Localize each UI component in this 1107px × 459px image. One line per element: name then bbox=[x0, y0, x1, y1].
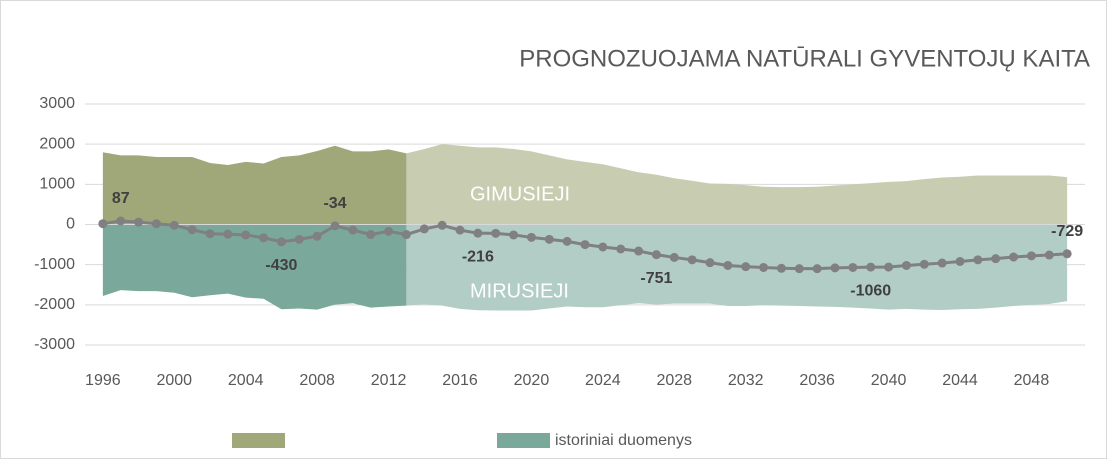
marker bbox=[1062, 249, 1072, 259]
legend-swatch bbox=[232, 433, 285, 448]
area bbox=[406, 144, 1068, 225]
marker bbox=[973, 255, 983, 265]
x-tick-label: 2012 bbox=[371, 372, 407, 389]
marker bbox=[98, 219, 108, 229]
marker bbox=[384, 226, 394, 236]
marker bbox=[794, 264, 804, 274]
x-tick-label: 2048 bbox=[1014, 372, 1050, 389]
y-tick-label: 2000 bbox=[39, 135, 75, 152]
marker bbox=[955, 256, 965, 266]
marker bbox=[687, 255, 697, 265]
marker bbox=[616, 244, 626, 254]
data-label: -216 bbox=[462, 248, 494, 265]
marker bbox=[491, 228, 501, 238]
marker bbox=[705, 258, 715, 268]
marker bbox=[1044, 250, 1054, 260]
marker bbox=[634, 246, 644, 256]
marker bbox=[776, 263, 786, 273]
x-tick-label: 2004 bbox=[228, 372, 264, 389]
marker bbox=[223, 229, 233, 239]
marker bbox=[473, 228, 483, 238]
x-tick-label: 2024 bbox=[585, 372, 621, 389]
marker bbox=[669, 252, 679, 262]
chart-title: PROGNOZUOJAMA NATŪRALI GYVENTOJŲ KAITA bbox=[519, 45, 1090, 72]
marker bbox=[830, 263, 840, 273]
marker bbox=[741, 262, 751, 272]
x-tick-label: 2040 bbox=[871, 372, 907, 389]
x-tick-label: 2016 bbox=[442, 372, 478, 389]
y-tick-label: 1000 bbox=[39, 176, 75, 193]
x-tick-label: 2000 bbox=[156, 372, 192, 389]
marker bbox=[651, 250, 661, 260]
marker bbox=[187, 225, 197, 235]
marker bbox=[919, 259, 929, 269]
marker bbox=[348, 225, 358, 235]
marker bbox=[330, 221, 340, 231]
marker bbox=[1009, 252, 1019, 262]
data-label: -751 bbox=[640, 270, 672, 287]
marker bbox=[401, 230, 411, 240]
marker bbox=[151, 219, 161, 229]
data-label: -34 bbox=[323, 195, 346, 212]
x-tick-label: 2044 bbox=[942, 372, 978, 389]
marker bbox=[116, 216, 126, 226]
y-tick-label: -2000 bbox=[34, 296, 75, 313]
y-tick-label: 0 bbox=[66, 216, 75, 233]
marker bbox=[598, 242, 608, 252]
x-tick-label: 2020 bbox=[514, 372, 550, 389]
marker bbox=[437, 220, 447, 230]
legend-swatch bbox=[497, 433, 550, 448]
marker bbox=[205, 229, 215, 239]
area bbox=[102, 145, 407, 225]
y-tick-label: -1000 bbox=[34, 256, 75, 273]
x-tick-label: 2032 bbox=[728, 372, 764, 389]
marker bbox=[241, 230, 251, 240]
marker bbox=[562, 236, 572, 246]
marker bbox=[366, 230, 376, 240]
marker bbox=[526, 232, 536, 242]
marker bbox=[312, 231, 322, 241]
marker bbox=[1026, 251, 1036, 261]
legend-label: istoriniai duomenys bbox=[555, 432, 692, 449]
marker bbox=[169, 220, 179, 230]
x-tick-label: 1996 bbox=[85, 372, 121, 389]
x-tick-label: 2028 bbox=[656, 372, 692, 389]
marker bbox=[419, 224, 429, 234]
marker bbox=[294, 234, 304, 244]
marker bbox=[991, 254, 1001, 264]
marker bbox=[509, 230, 519, 240]
marker bbox=[812, 264, 822, 274]
x-tick-label: 2008 bbox=[299, 372, 335, 389]
data-label: 87 bbox=[112, 190, 130, 207]
marker bbox=[937, 258, 947, 268]
area-label: MIRUSIEJI bbox=[470, 280, 569, 302]
marker bbox=[723, 260, 733, 270]
marker bbox=[901, 260, 911, 270]
marker bbox=[259, 233, 269, 243]
data-label: -1060 bbox=[850, 282, 891, 299]
area-label: GIMUSIEJI bbox=[470, 183, 570, 205]
y-tick-label: 3000 bbox=[39, 95, 75, 112]
y-tick-label: -3000 bbox=[34, 336, 75, 353]
marker bbox=[276, 237, 286, 247]
marker bbox=[455, 225, 465, 235]
marker bbox=[884, 262, 894, 272]
marker bbox=[848, 262, 858, 272]
marker bbox=[866, 262, 876, 272]
data-label: -729 bbox=[1051, 223, 1083, 240]
area bbox=[102, 224, 407, 310]
x-tick-label: 2036 bbox=[799, 372, 835, 389]
marker bbox=[759, 262, 769, 272]
marker bbox=[544, 234, 554, 244]
marker bbox=[134, 217, 144, 227]
data-label: -430 bbox=[265, 257, 297, 274]
marker bbox=[580, 240, 590, 250]
